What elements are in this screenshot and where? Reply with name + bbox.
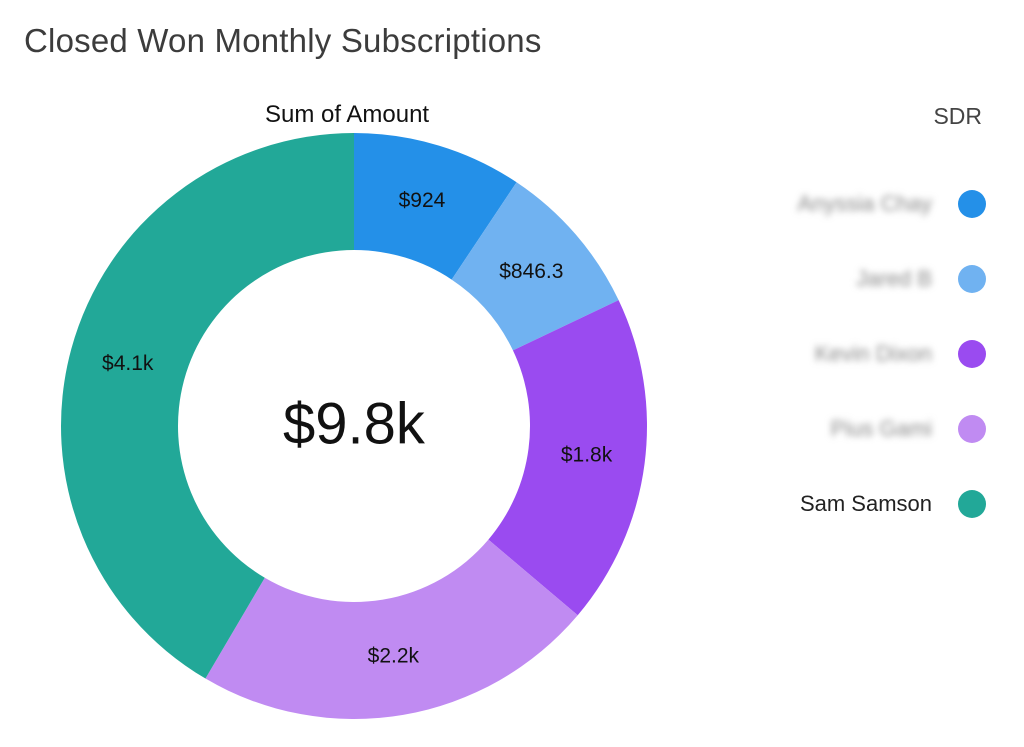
slice-label-4: $2.2k: [368, 645, 420, 668]
slice-5[interactable]: [61, 133, 355, 679]
slice-4[interactable]: [205, 539, 578, 719]
legend-item-5[interactable]: Sam Samson: [686, 466, 986, 541]
legend-swatch: [958, 414, 986, 443]
legend-swatch: [958, 489, 986, 518]
slice-label-2: $846.3: [499, 260, 563, 283]
legend-label: Kevin Dixon: [814, 340, 932, 366]
legend-label: Pius Gami: [830, 415, 932, 441]
legend-swatch: [958, 189, 986, 218]
legend-swatch: [958, 339, 986, 368]
legend-swatch: [958, 264, 986, 293]
chart-subtitle: Sum of Amount: [265, 101, 430, 128]
slice-2[interactable]: [451, 182, 619, 351]
center-total: $9.8k: [283, 391, 426, 456]
chart-title: Closed Won Monthly Subscriptions: [24, 22, 542, 59]
legend-item-2[interactable]: Jared B: [686, 241, 986, 316]
slice-3[interactable]: [488, 300, 647, 616]
legend-item-1[interactable]: Anyssia Chay: [686, 166, 986, 241]
legend-label: Anyssia Chay: [797, 190, 932, 216]
slice-label-1: $924: [399, 189, 446, 212]
legend: Anyssia Chay Jared B Kevin Dixon Pius Gami S…: [686, 166, 986, 541]
slice-label-3: $1.8k: [561, 444, 613, 467]
legend-item-3[interactable]: Kevin Dixon: [686, 316, 986, 391]
legend-label: Jared B: [856, 265, 932, 291]
legend-title: SDR: [933, 103, 982, 129]
slice-label-5: $4.1k: [102, 352, 154, 375]
legend-label: Sam Samson: [799, 490, 932, 516]
legend-item-4[interactable]: Pius Gami: [686, 391, 986, 466]
slice-1[interactable]: [354, 133, 517, 280]
